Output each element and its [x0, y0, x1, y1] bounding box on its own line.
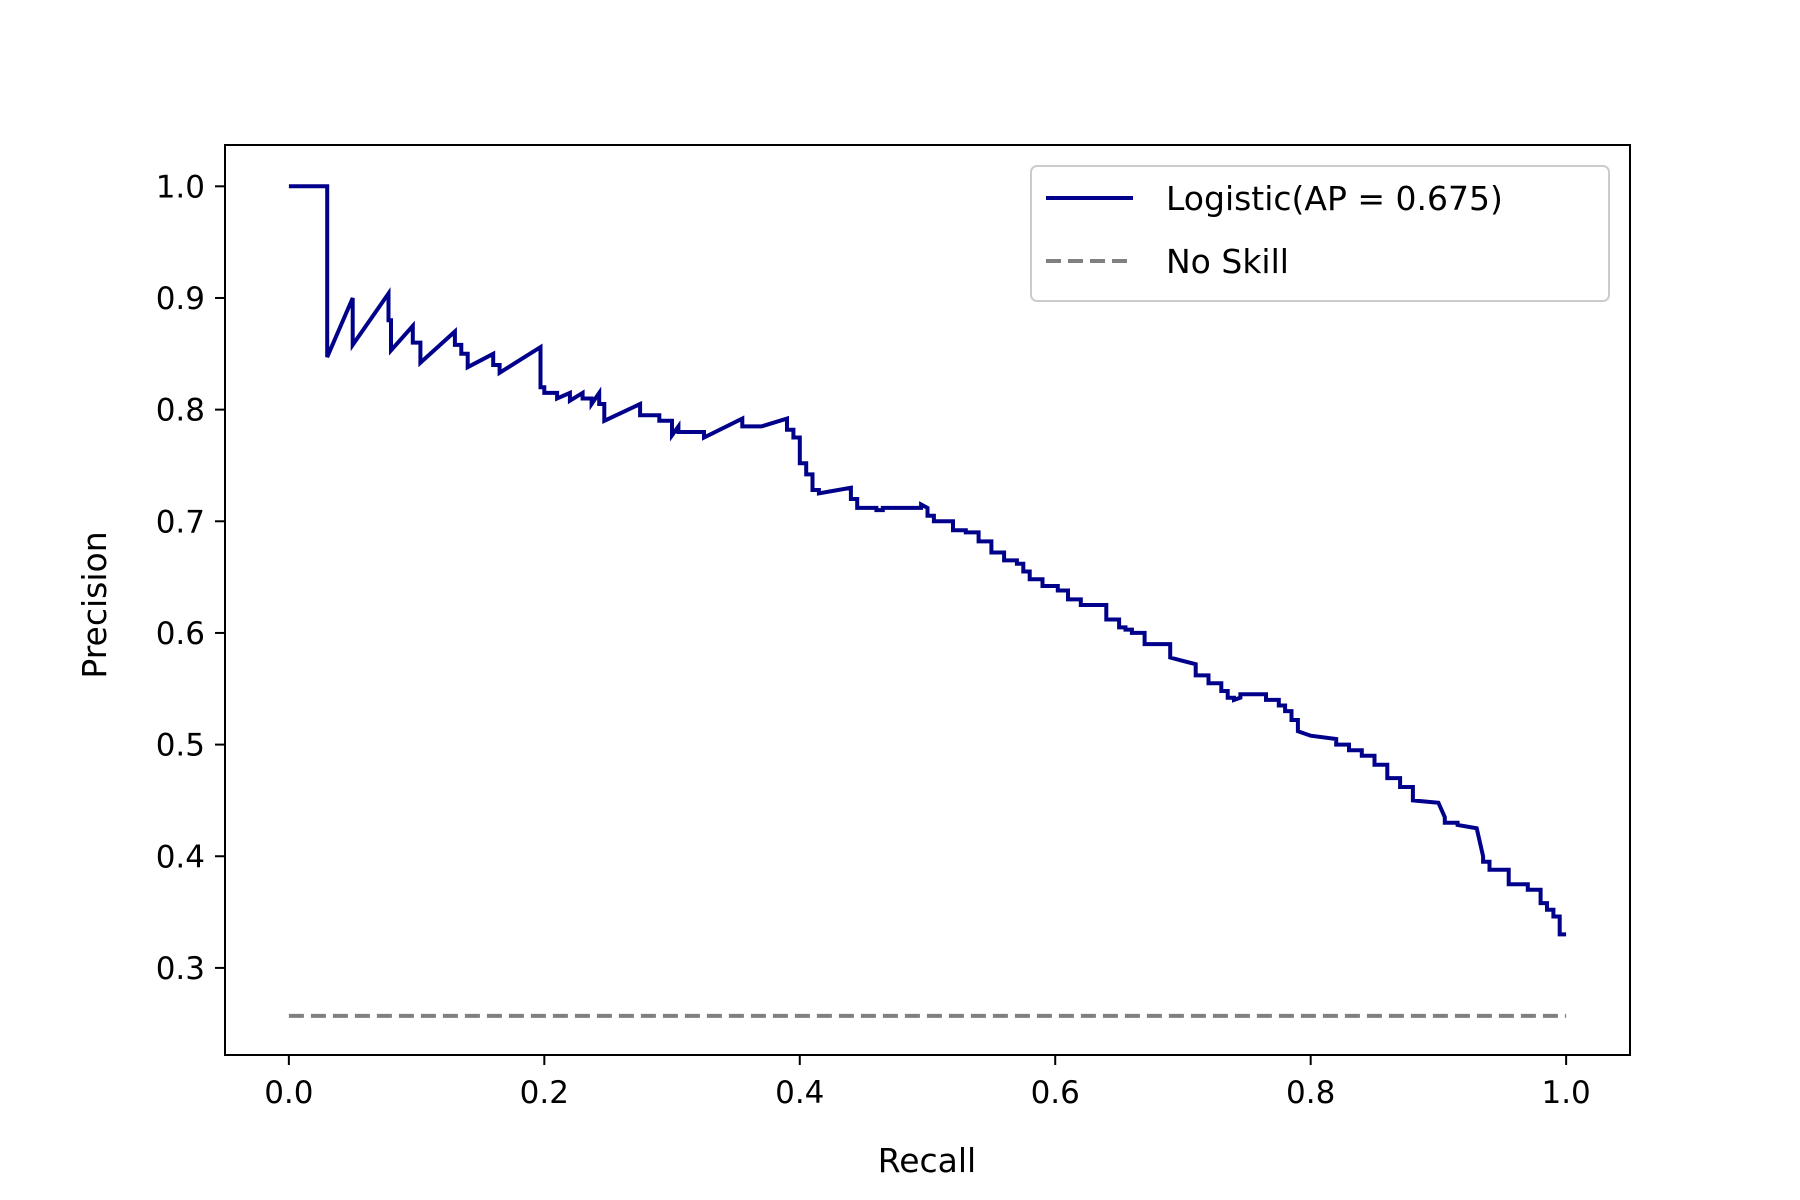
- y-tick-label: 0.3: [156, 951, 205, 987]
- x-tick-label: 0.0: [264, 1075, 313, 1111]
- y-axis-label: Precision: [75, 531, 114, 678]
- legend-label-no-skill: No Skill: [1166, 242, 1289, 281]
- x-tick-label: 1.0: [1541, 1075, 1590, 1111]
- y-tick-label: 0.9: [156, 281, 205, 317]
- x-axis-label: Recall: [878, 1141, 976, 1180]
- series-layer: [288, 184, 1567, 1018]
- y-tick-label: 0.4: [156, 839, 205, 875]
- y-tick-label: 0.5: [156, 728, 205, 764]
- y-tick-label: 1.0: [156, 169, 205, 205]
- x-axis-ticks: 0.0 0.2 0.4 0.6 0.8 1.0: [264, 1055, 1591, 1111]
- plot-frame: [224, 144, 1631, 1056]
- y-axis-ticks: 0.3 0.4 0.5 0.6 0.7 0.8 0.9 1.0: [156, 169, 225, 987]
- series-line-logistic: [288, 184, 1567, 937]
- y-tick-label: 0.6: [156, 616, 205, 652]
- legend: Logistic(AP = 0.675) No Skill: [1030, 165, 1610, 302]
- y-tick-label: 0.8: [156, 393, 205, 429]
- y-tick-label: 0.7: [156, 504, 205, 540]
- legend-label-logistic: Logistic(AP = 0.675): [1166, 179, 1503, 218]
- x-tick-label: 0.6: [1031, 1075, 1080, 1111]
- legend-box: [1030, 165, 1610, 302]
- x-tick-label: 0.2: [520, 1075, 569, 1111]
- x-tick-label: 0.4: [775, 1075, 824, 1111]
- x-tick-label: 0.8: [1286, 1075, 1335, 1111]
